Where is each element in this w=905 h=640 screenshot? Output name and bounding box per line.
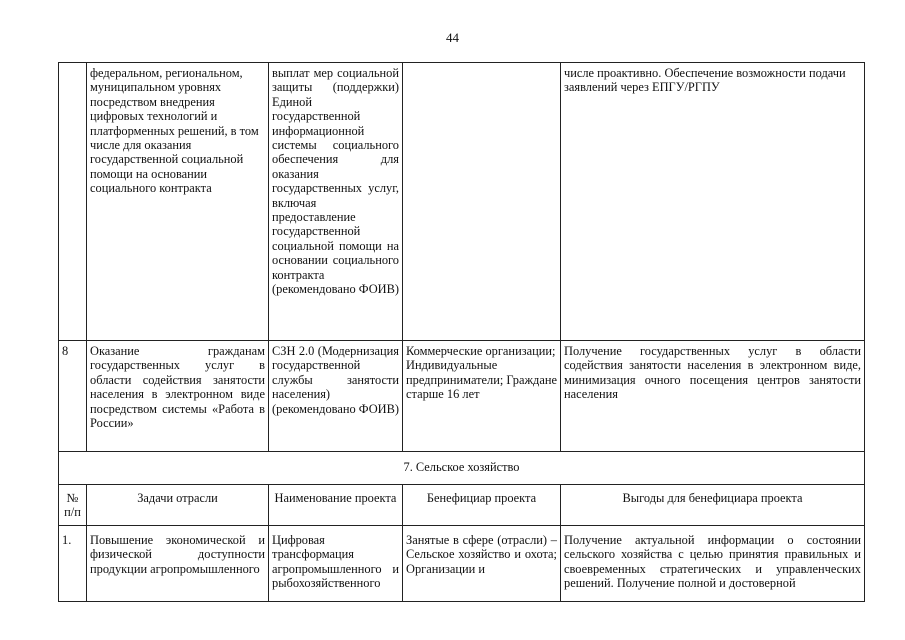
header-row: № п/п Задачи отрасли Наименование проект…	[58, 484, 865, 526]
cell-beneficiary: Занятые в сфере (отрасли) – Сельское хоз…	[402, 525, 561, 602]
section-title: 7. Сельское хозяйство	[58, 451, 865, 485]
cell-project: Цифровая трансформация агропромышленного…	[268, 525, 403, 602]
cell-task: Повышение экономической и физической дос…	[86, 525, 269, 602]
table-row: 8 Оказание гражданам государственных усл…	[58, 340, 865, 452]
cell-project: выплат мер социальной защиты (поддержки)…	[268, 62, 403, 341]
header-beneficiary: Бенефициар проекта	[402, 484, 561, 526]
cell-benefits: Получение актуальной информации о состоя…	[560, 525, 865, 602]
section-row: 7. Сельское хозяйство	[58, 451, 865, 485]
projects-table: федеральном, региональном, муниципальном…	[58, 62, 865, 602]
table-row: 1. Повышение экономической и физической …	[58, 525, 865, 602]
cell-beneficiary	[402, 62, 561, 341]
cell-beneficiary: Коммерческие организации; Индивидуальные…	[402, 340, 561, 452]
header-project: Наименование проекта	[268, 484, 403, 526]
cell-project: СЗН 2.0 (Модернизация государственной сл…	[268, 340, 403, 452]
cell-benefits: числе проактивно. Обеспечение возможност…	[560, 62, 865, 341]
cell-task: Оказание гражданам государственных услуг…	[86, 340, 269, 452]
cell-num: 8	[58, 340, 87, 452]
cell-num	[58, 62, 87, 341]
header-task: Задачи отрасли	[86, 484, 269, 526]
cell-task: федеральном, региональном, муниципальном…	[86, 62, 269, 341]
header-benefits: Выгоды для бенефициара проекта	[560, 484, 865, 526]
cell-num: 1.	[58, 525, 87, 602]
page-number: 44	[446, 30, 459, 45]
cell-benefits: Получение государственных услуг в област…	[560, 340, 865, 452]
header-num: № п/п	[58, 484, 87, 526]
table-row: федеральном, региональном, муниципальном…	[58, 62, 865, 341]
